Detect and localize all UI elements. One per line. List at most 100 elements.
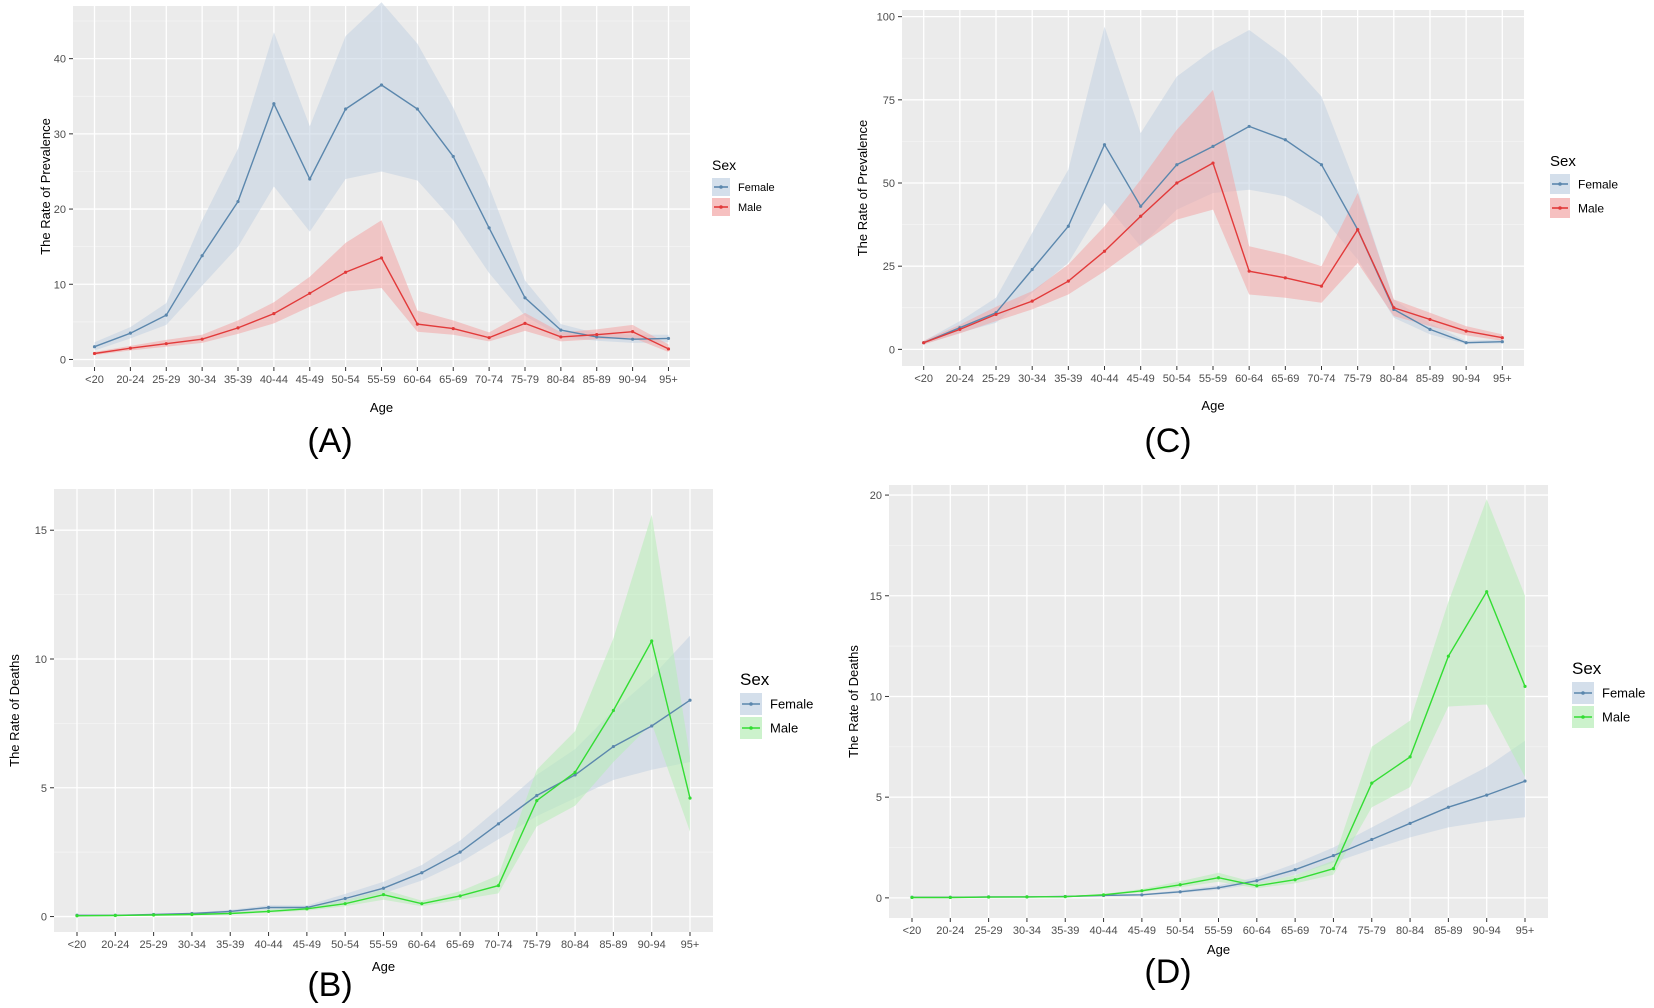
- data-point-female: [1139, 204, 1143, 208]
- data-point-male: [595, 333, 599, 337]
- data-point-female: [1247, 124, 1251, 129]
- panel-label-C: (C): [1144, 422, 1191, 460]
- data-point-male: [164, 342, 168, 346]
- data-point-male: [573, 770, 577, 774]
- x-tick-label: 85-89: [599, 939, 627, 951]
- data-point-male: [92, 351, 97, 356]
- y-tick-label: 5: [41, 783, 47, 795]
- data-point-male: [922, 341, 926, 345]
- data-point-female: [1066, 224, 1070, 228]
- legend-label-male: Male: [1578, 201, 1604, 215]
- x-axis-title: Age: [1207, 942, 1230, 957]
- x-tick-label: 35-39: [216, 939, 244, 951]
- x-tick-label: 65-69: [1271, 373, 1299, 385]
- ci-ribbon-male: [912, 499, 1525, 898]
- x-tick-label: 40-44: [260, 374, 288, 386]
- chart-c-prevalence: 0 25 50 75 100 <20 20-24 25-29 30-34 35-39 40-44 45…: [855, 10, 1618, 460]
- data-point-female: [1140, 893, 1144, 897]
- x-tick-label: 80-84: [1380, 373, 1408, 385]
- y-axis-title: The Rate of Prevalence: [855, 120, 870, 257]
- data-point-male: [1370, 781, 1374, 785]
- x-tick-label: 35-39: [1054, 373, 1082, 385]
- legend-key-point: [719, 205, 723, 209]
- data-point-male: [1446, 654, 1450, 658]
- x-tick-label: 75-79: [1344, 373, 1372, 385]
- data-point-female: [1216, 886, 1221, 890]
- data-point-female: [631, 337, 635, 341]
- x-tick-label: 45-49: [1128, 925, 1156, 937]
- data-point-male: [1464, 329, 1468, 333]
- x-tick-label: 80-84: [547, 374, 575, 386]
- data-point-male: [688, 796, 692, 800]
- data-point-male: [1211, 161, 1215, 165]
- legend-key-point: [719, 185, 723, 189]
- data-point-female: [1370, 837, 1374, 842]
- x-tick-label: 95+: [1493, 373, 1512, 385]
- x-tick-label: 45-49: [296, 374, 324, 386]
- y-tick-label: 20: [54, 204, 66, 216]
- data-point-female: [573, 773, 577, 777]
- x-tick-label: 55-59: [369, 939, 397, 951]
- legend-key-point: [1581, 691, 1585, 695]
- x-tick-label: 70-74: [1307, 373, 1335, 385]
- x-tick-label: 80-84: [561, 939, 589, 951]
- x-tick-label: 50-54: [331, 939, 359, 951]
- data-point-female: [266, 905, 271, 910]
- y-tick-label: 25: [883, 261, 895, 273]
- y-tick-label: 50: [883, 178, 895, 190]
- data-point-male: [1101, 893, 1106, 897]
- data-point-male: [1255, 884, 1259, 888]
- data-point-female: [1178, 890, 1182, 894]
- data-point-female: [1175, 163, 1179, 167]
- data-point-female: [308, 177, 312, 181]
- x-tick-label: 55-59: [1204, 925, 1232, 937]
- data-point-female: [458, 850, 462, 854]
- x-tick-label: 60-64: [408, 939, 436, 951]
- data-point-male: [236, 326, 240, 330]
- legend-label-female: Female: [1578, 177, 1618, 191]
- data-point-male: [1025, 895, 1029, 899]
- data-point-male: [1030, 299, 1034, 303]
- y-tick-label: 0: [889, 344, 895, 356]
- data-point-male: [152, 913, 156, 917]
- y-tick-label: 40: [54, 54, 66, 66]
- legend-key-point: [749, 702, 753, 706]
- ci-ribbon-male: [77, 514, 690, 916]
- x-tick-label: 55-59: [367, 374, 395, 386]
- data-point-male: [305, 907, 309, 911]
- y-tick-label: 0: [876, 893, 882, 905]
- data-point-male: [650, 639, 654, 643]
- x-tick-label: 20-24: [116, 374, 144, 386]
- legend-key-point: [1581, 715, 1585, 719]
- data-point-female: [164, 313, 168, 317]
- data-point-male: [266, 909, 271, 913]
- x-axis-title: Age: [372, 959, 395, 974]
- data-point-male: [1319, 284, 1324, 288]
- data-point-male: [420, 902, 424, 906]
- data-point-male: [631, 330, 635, 334]
- data-point-male: [1175, 181, 1179, 185]
- legend-label-male: Male: [770, 721, 798, 736]
- data-point-male: [1392, 306, 1396, 310]
- data-point-female: [595, 335, 599, 339]
- data-point-male: [559, 335, 563, 339]
- data-point-female: [666, 336, 671, 341]
- x-tick-label: 90-94: [1473, 925, 1501, 937]
- legend-label-female: Female: [1602, 686, 1645, 701]
- ci-ribbon-female: [912, 740, 1525, 898]
- x-tick-label: 70-74: [1319, 925, 1347, 937]
- x-tick-label: 80-84: [1396, 925, 1424, 937]
- data-point-male: [308, 291, 312, 295]
- data-point-female: [688, 698, 692, 702]
- legend-title: Sex: [740, 670, 770, 689]
- x-tick-label: 40-44: [1090, 373, 1118, 385]
- data-point-female: [1446, 805, 1450, 809]
- x-tick-label: 95+: [659, 374, 678, 386]
- data-point-female: [1523, 779, 1527, 783]
- data-point-male: [190, 912, 194, 917]
- data-point-male: [1356, 227, 1360, 232]
